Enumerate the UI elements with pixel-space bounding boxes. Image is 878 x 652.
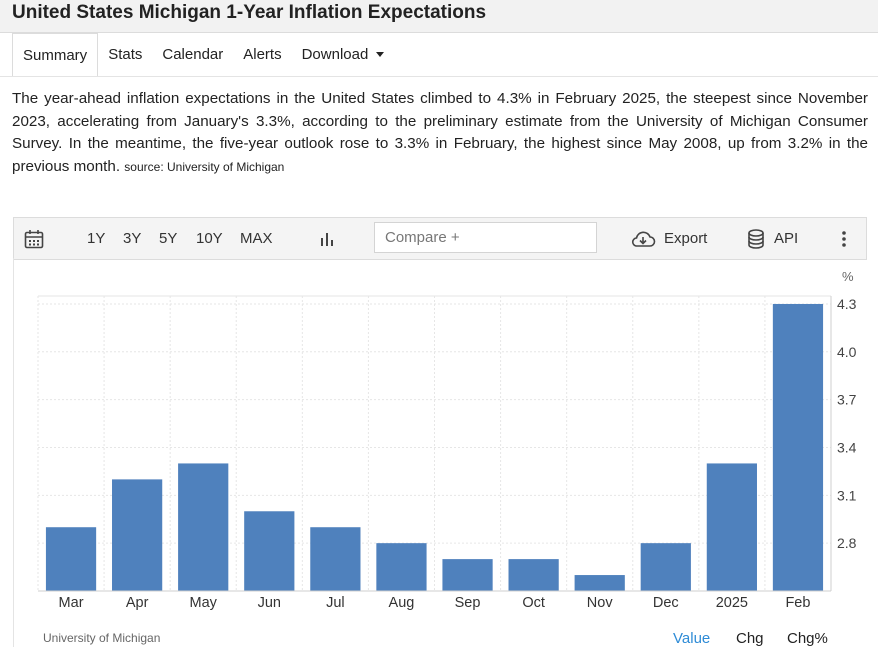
export-label: Export — [664, 230, 708, 247]
summary-paragraph: The year-ahead inflation expectations in… — [12, 90, 868, 175]
bar — [376, 543, 427, 591]
bar — [706, 463, 757, 591]
tab-calendar-label: Calendar — [162, 46, 224, 63]
y-tick-label: 4.0 — [837, 344, 857, 360]
bar — [244, 511, 295, 591]
bar — [45, 527, 97, 591]
tab-chg[interactable]: Chg — [736, 630, 764, 647]
range-1y[interactable]: 1Y — [87, 230, 106, 247]
x-tick-label: Sep — [455, 595, 481, 611]
cloud-download-icon — [631, 231, 656, 247]
tab-alerts[interactable]: Alerts — [233, 33, 291, 76]
x-tick-label: May — [190, 595, 218, 611]
tabs-divider — [0, 76, 878, 77]
bar — [310, 527, 361, 591]
range-5y[interactable]: 5Y — [159, 230, 178, 247]
summary-text: The year-ahead inflation expectations in… — [12, 88, 868, 178]
range-10y[interactable]: 10Y — [196, 230, 223, 247]
bar — [442, 559, 493, 591]
chart-type-bar-icon[interactable] — [319, 218, 335, 259]
chart-toolbar: 1Y 3Y 5Y 10Y MAX Export API — [13, 217, 867, 260]
y-tick-label: 4.3 — [837, 296, 857, 312]
tab-chg-percent[interactable]: Chg% — [787, 630, 828, 647]
y-tick-label: 3.7 — [837, 392, 857, 408]
tab-value[interactable]: Value — [673, 630, 711, 647]
tab-bar: Summary Stats Calendar Alerts Download — [12, 33, 878, 77]
tab-download[interactable]: Download — [292, 33, 395, 76]
bar — [640, 543, 691, 591]
x-tick-label: Mar — [59, 595, 84, 611]
bar — [574, 575, 625, 591]
range-3y[interactable]: 3Y — [123, 230, 142, 247]
x-tick-label: Jun — [258, 595, 281, 611]
compare-input[interactable] — [374, 222, 597, 253]
y-unit-label: % — [842, 269, 854, 284]
chart-area: 2.8 3.1 3.4 3.7 4.0 4.3% Mar Apr May Jun Jul Aug Sep… — [13, 258, 866, 647]
calendar-icon[interactable] — [24, 218, 44, 259]
bar — [112, 479, 163, 591]
x-tick-label: Aug — [389, 595, 415, 611]
tab-stats[interactable]: Stats — [98, 33, 152, 76]
caret-down-icon — [376, 52, 385, 57]
tab-summary[interactable]: Summary — [12, 33, 99, 77]
x-tick-label: Nov — [587, 595, 614, 611]
tab-summary-label: Summary — [23, 46, 88, 64]
api-button[interactable]: API — [747, 218, 798, 259]
api-label: API — [774, 230, 799, 247]
x-tick-label: Jul — [326, 595, 345, 611]
more-options-icon[interactable] — [841, 218, 847, 259]
page-title: United States Michigan 1-Year Inflation … — [12, 2, 487, 23]
x-tick-label: Dec — [653, 595, 679, 611]
bar — [178, 463, 229, 591]
x-tick-label: Apr — [126, 595, 149, 611]
bar — [508, 559, 559, 591]
export-button[interactable]: Export — [630, 218, 707, 259]
source-label: source: University of Michigan — [124, 159, 285, 174]
y-tick-label: 3.4 — [837, 439, 857, 455]
tab-calendar[interactable]: Calendar — [152, 33, 233, 76]
tab-alerts-label: Alerts — [243, 46, 282, 63]
x-tick-label: 2025 — [716, 595, 748, 611]
x-tick-label: Oct — [522, 595, 545, 611]
y-tick-label: 2.8 — [837, 535, 857, 551]
tab-download-label: Download — [301, 46, 369, 63]
database-icon — [748, 228, 764, 249]
title-bar: United States Michigan 1-Year Inflation … — [0, 0, 878, 33]
tab-stats-label: Stats — [108, 46, 143, 63]
bar — [772, 303, 824, 591]
range-max[interactable]: MAX — [240, 230, 273, 247]
chart-source: University of Michigan — [43, 631, 161, 645]
x-tick-label: Feb — [785, 595, 810, 611]
y-tick-label: 3.1 — [837, 487, 857, 503]
bar-chart: 2.8 3.1 3.4 3.7 4.0 4.3% Mar Apr May Jun Jul Aug Sep… — [37, 269, 857, 611]
